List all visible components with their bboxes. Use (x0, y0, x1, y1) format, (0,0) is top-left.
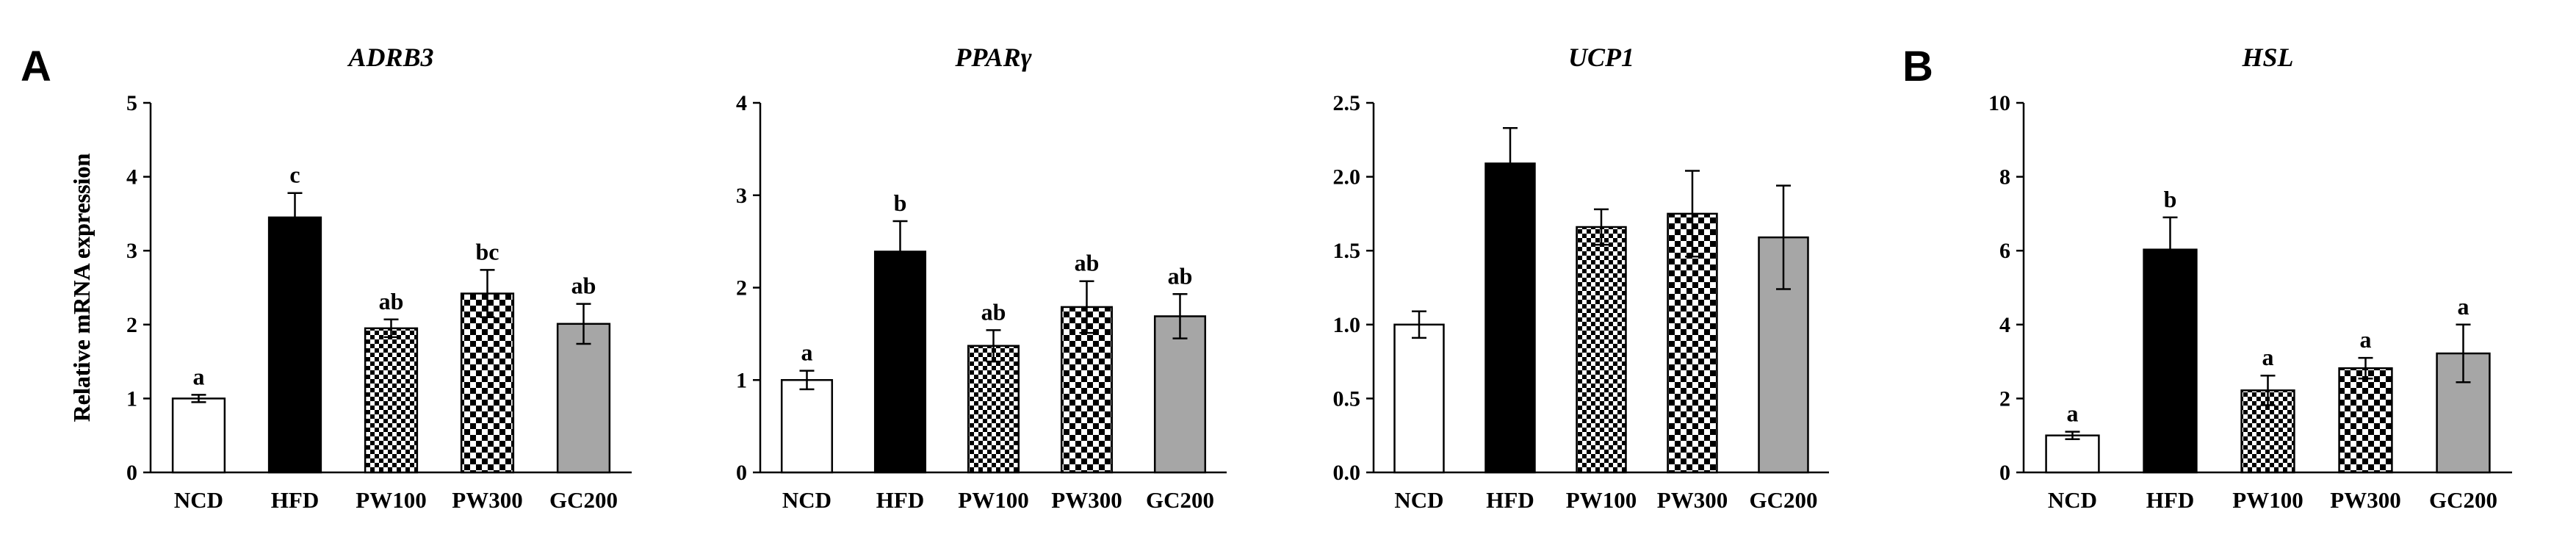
x-tick-label: GC200 (2429, 487, 2497, 513)
chart-0: ADRB3 Relative mRNA expression 0 1 2 3 4 5 a NCD c… (68, 43, 632, 513)
significance-label: ab (379, 288, 404, 314)
y-tick-label: 2 (126, 313, 137, 337)
x-tick-label: PW300 (2330, 487, 2400, 513)
y-tick-label: 0.0 (1333, 461, 1361, 485)
panel-letter-b: B (1902, 43, 1933, 90)
bar-ncd (171, 397, 226, 474)
chart-title: PPARγ (954, 43, 1031, 72)
y-tick-label: 1 (736, 368, 747, 392)
significance-label: a (2067, 400, 2079, 427)
bar-pw300 (2338, 367, 2393, 474)
charts-group: ADRB3 Relative mRNA expression 0 1 2 3 4 5 a NCD c… (68, 43, 2512, 513)
significance-label: b (2164, 186, 2177, 212)
x-tick-label: NCD (2048, 487, 2097, 513)
y-tick-label: 2 (736, 276, 747, 300)
x-tick-label: HFD (271, 487, 319, 513)
y-axis-label: Relative mRNA expression (68, 154, 95, 422)
bar-hfd (2143, 248, 2198, 474)
y-tick-label: 3 (736, 184, 747, 208)
y-tick-label: 5 (126, 91, 137, 115)
y-axis-label: Relative mRNA expression (68, 154, 95, 422)
y-tick-label: 6 (1999, 239, 2010, 263)
chart-title: HSL (2241, 43, 2293, 72)
bar-ncd (2045, 434, 2100, 474)
y-axis-label: Relative mRNA expression (68, 154, 95, 422)
significance-label: a (2262, 344, 2274, 370)
chart-1: PPARγ Relative mRNA expression 0 1 2 3 4 a NCD b H… (68, 43, 1227, 513)
y-tick-label: 1 (126, 386, 137, 411)
significance-label: b (894, 190, 907, 216)
significance-label: a (2458, 293, 2469, 320)
y-tick-label: 0.5 (1333, 386, 1361, 411)
y-tick-label: 8 (1999, 165, 2010, 190)
significance-label: a (2360, 326, 2372, 353)
x-tick-label: PW100 (1566, 487, 1637, 513)
y-tick-label: 2.0 (1333, 165, 1361, 190)
significance-label: ab (1168, 262, 1193, 289)
x-tick-label: HFD (2146, 487, 2194, 513)
bar-pw100 (967, 345, 1020, 474)
y-tick-label: 0 (126, 461, 137, 485)
x-tick-label: HFD (1486, 487, 1534, 513)
significance-label: ab (981, 298, 1006, 325)
chart-title: ADRB3 (347, 43, 433, 72)
y-tick-label: 1.0 (1333, 313, 1361, 337)
y-tick-label: 1.5 (1333, 239, 1361, 263)
x-tick-label: PW300 (452, 487, 522, 513)
y-axis-label: Relative mRNA expression (68, 154, 95, 422)
significance-label: ab (571, 273, 596, 299)
bar-pw100 (364, 327, 419, 474)
x-tick-label: PW100 (2232, 487, 2303, 513)
x-tick-label: PW100 (356, 487, 426, 513)
bar-hfd (1484, 162, 1536, 474)
bar-pw300 (460, 292, 515, 474)
significance-label: a (801, 339, 813, 366)
x-tick-label: NCD (174, 487, 223, 513)
x-tick-label: NCD (782, 487, 831, 513)
bar-hfd (267, 216, 322, 474)
bar-gc200 (556, 323, 611, 474)
significance-label: c (289, 162, 300, 188)
significance-label: ab (1075, 250, 1100, 276)
x-tick-label: PW100 (958, 487, 1028, 513)
y-tick-label: 2.5 (1333, 91, 1361, 115)
x-tick-label: PW300 (1657, 487, 1728, 513)
y-tick-label: 0 (736, 461, 747, 485)
x-tick-label: PW300 (1051, 487, 1122, 513)
x-tick-label: GC200 (1750, 487, 1818, 513)
y-tick-label: 4 (1999, 313, 2010, 337)
y-tick-label: 2 (1999, 386, 2010, 411)
bar-hfd (873, 251, 927, 474)
bar-ncd (780, 379, 834, 474)
x-tick-label: HFD (876, 487, 924, 513)
chart-2: UCP1 Relative mRNA expression 0.0 0.5 1.0 1.5… (68, 43, 1829, 513)
bar-pw300 (1060, 306, 1114, 474)
bar-ncd (1393, 323, 1445, 474)
y-tick-label: 4 (736, 91, 747, 115)
y-tick-label: 3 (126, 239, 137, 263)
panel-letter-a: A (21, 43, 51, 90)
significance-label: a (193, 363, 205, 389)
x-tick-label: NCD (1394, 487, 1443, 513)
significance-label: bc (476, 238, 499, 264)
bar-gc200 (1153, 315, 1207, 474)
x-tick-label: GC200 (549, 487, 618, 513)
y-tick-label: 0 (1999, 461, 2010, 485)
y-tick-label: 4 (126, 165, 137, 190)
y-tick-label: 10 (1988, 91, 2010, 115)
chart-title: UCP1 (1568, 43, 1634, 72)
x-tick-label: GC200 (1146, 487, 1214, 513)
bar-pw100 (1576, 226, 1627, 474)
